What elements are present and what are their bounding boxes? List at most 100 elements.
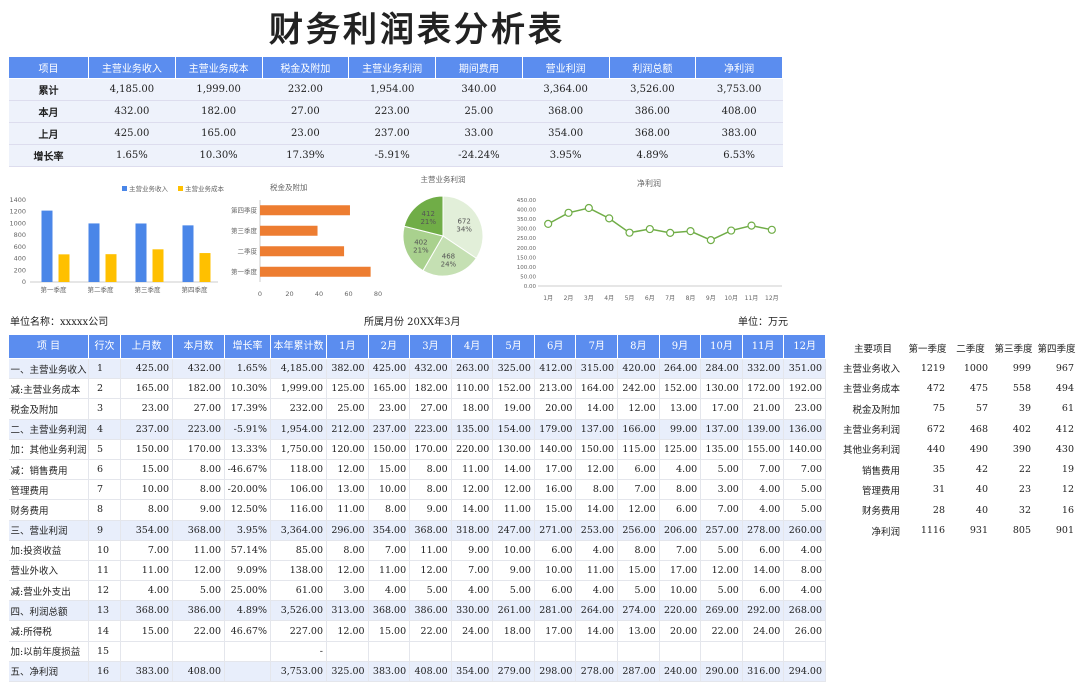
main-cell: 14.00 <box>492 459 535 481</box>
main-cell: 12.00 <box>617 398 660 420</box>
main-cell: 140.00 <box>783 439 826 460</box>
main-header: 3月 <box>409 334 452 359</box>
quarterly-summary-table: 主要项目 第一季度 二季度 第三季度 第四季度 主营业务收入 1219 1000 999 967… <box>840 338 1078 541</box>
summary-cell: 165.00 <box>175 122 262 145</box>
main-cell: 106.00 <box>270 479 327 501</box>
summary-cell: 383.00 <box>695 122 783 145</box>
x-tick-label: 第三季度 <box>135 285 162 294</box>
y-tick-label: 1400 <box>9 196 26 204</box>
main-cell: 四、利润总额 <box>8 600 89 622</box>
side-cell: 12 <box>1061 484 1074 496</box>
main-cell: 4.00 <box>368 580 411 602</box>
main-cell: 12.00 <box>492 479 535 501</box>
slice-value-label: 412 <box>422 210 435 218</box>
y-tick-label: 第四季度 <box>231 205 258 214</box>
summary-header: 主营业务利润 <box>348 56 436 79</box>
x-tick-label: 6月 <box>645 295 655 302</box>
main-cell <box>224 661 271 683</box>
side-header: 第一季度 <box>908 344 947 355</box>
main-cell: 4.00 <box>575 540 619 561</box>
table-row: 减:主营业务成本 2 165.00 182.00 10.30% 1,999.00 125.0… <box>8 378 826 400</box>
main-cell: 22.00 <box>409 620 452 642</box>
main-cell: 4.00 <box>783 580 826 602</box>
table-row: 五、净利润 16 383.00 408.00 3,753.00 325.00 383.00 4… <box>8 661 826 683</box>
side-cell: 412 <box>1055 423 1074 435</box>
y-tick-label: 第三季度 <box>231 226 258 235</box>
side-cell: 1219 <box>920 362 945 374</box>
side-row: 财务费用 28 40 32 16 <box>840 500 1078 520</box>
side-header: 主要项目 <box>853 344 892 355</box>
main-cell: 269.00 <box>700 600 743 622</box>
main-cell: 8.00 <box>575 479 619 501</box>
summary-cell: 25.00 <box>435 100 523 123</box>
side-cell: 22 <box>1018 464 1031 476</box>
main-cell: 150.00 <box>575 439 619 460</box>
main-cell: 20.00 <box>659 620 702 642</box>
main-cell: 5.00 <box>172 580 225 602</box>
pie-slice <box>403 195 444 237</box>
main-cell: 三、营业利润 <box>8 520 89 541</box>
main-cell: 7.00 <box>617 479 660 501</box>
main-header: 4月 <box>450 334 494 359</box>
main-cell: 318.00 <box>451 520 494 541</box>
main-cell: 368.00 <box>368 600 411 622</box>
x-tick-label: 9月 <box>706 295 716 302</box>
x-tick-label: 11月 <box>745 295 759 302</box>
main-cell: 5.00 <box>700 580 743 602</box>
unit: 单位：万元 <box>738 317 788 328</box>
y-tick-label: 400.00 <box>517 208 537 214</box>
side-cell: 税金及附加 <box>852 404 900 416</box>
summary-cell: 3,526.00 <box>609 78 696 101</box>
main-cell: 290.00 <box>700 661 743 683</box>
main-cell <box>409 641 452 662</box>
main-cell: 16 <box>88 661 121 683</box>
main-cell: 223.00 <box>172 419 225 440</box>
main-cell <box>451 641 494 662</box>
main-cell: 15.00 <box>368 459 411 481</box>
main-cell <box>742 641 785 662</box>
summary-cell: 368.00 <box>609 122 696 145</box>
side-cell: 主营业务利润 <box>842 425 900 437</box>
main-cell: 25.00% <box>224 580 271 602</box>
main-cell: 247.00 <box>492 520 535 541</box>
data-point <box>584 203 593 213</box>
main-cell: 182.00 <box>409 378 452 400</box>
main-cell: 4.00 <box>742 499 785 521</box>
main-cell <box>700 641 743 662</box>
main-cell: 383.00 <box>368 661 411 683</box>
main-cell: 57.14% <box>224 540 271 561</box>
main-cell: 386.00 <box>409 600 452 622</box>
main-cell: 316.00 <box>742 661 785 683</box>
main-header: 行次 <box>88 334 121 359</box>
y-tick-label: 350.00 <box>517 217 537 223</box>
main-cell: 136.00 <box>783 419 826 440</box>
series-line <box>547 207 772 241</box>
main-cell: 412.00 <box>534 358 577 380</box>
main-cell: 12 <box>88 580 121 602</box>
main-cell: 287.00 <box>617 661 660 683</box>
main-cell: 11.00 <box>492 499 535 521</box>
main-cell: 155.00 <box>742 439 785 460</box>
main-cell: 17.00 <box>700 398 743 420</box>
legend-swatch <box>178 186 183 191</box>
x-tick-label: 2月 <box>564 295 574 302</box>
side-cell: 39 <box>1018 403 1031 415</box>
main-cell: 17.00 <box>534 459 577 481</box>
main-cell: 165.00 <box>120 378 173 400</box>
main-cell: 1,999.00 <box>270 378 327 400</box>
main-cell: 5.00 <box>617 580 660 602</box>
data-point <box>544 219 553 228</box>
main-cell: 4.00 <box>659 459 702 481</box>
main-cell: 296.00 <box>326 520 369 541</box>
main-cell: 3 <box>88 398 121 420</box>
y-tick-label: 0 <box>22 278 26 286</box>
main-cell: 432.00 <box>172 358 225 380</box>
main-cell: 11 <box>88 560 121 582</box>
main-cell: 150.00 <box>368 439 411 460</box>
main-cell: 11.00 <box>409 540 452 561</box>
y-tick-label: 300.00 <box>517 227 537 233</box>
main-cell: 15.00 <box>120 620 173 642</box>
slice-value-label: 672 <box>457 218 470 226</box>
main-cell: 166.00 <box>617 419 660 440</box>
main-cell <box>617 641 660 662</box>
